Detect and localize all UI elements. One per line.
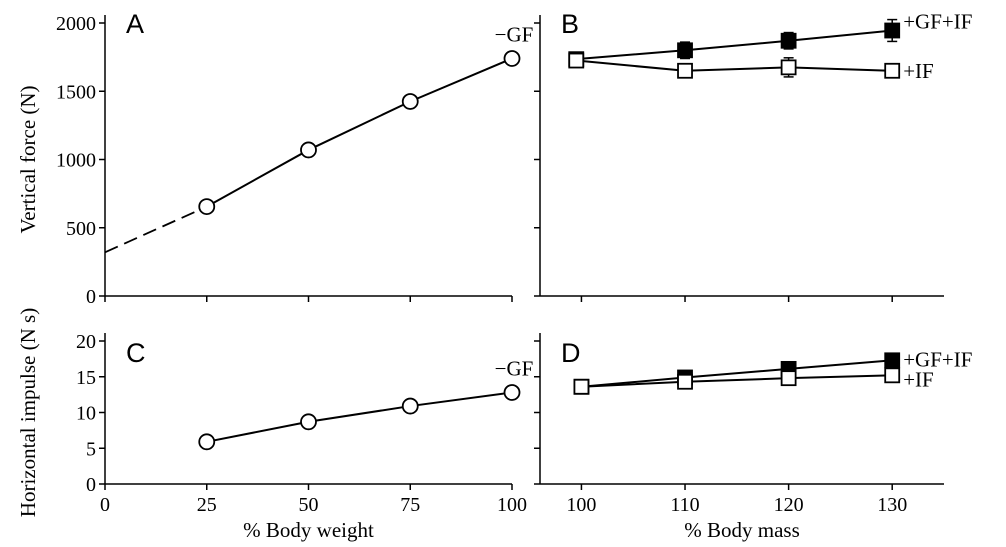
data-point: [300, 141, 317, 159]
panel-c: 0 5 10 15 20 0 25 50 75 100 % Body weight Horizonta…: [16, 308, 533, 542]
series-line: [576, 59, 893, 72]
y-tick-label: 15: [76, 367, 96, 389]
series-line: [576, 29, 893, 61]
data-point: [780, 59, 797, 76]
panel-d: 100 110 120 130 % Body mass D +GF+IF+IF: [534, 333, 972, 542]
data-point: [503, 384, 521, 401]
data-point: [884, 22, 901, 39]
panel-letter-c: C: [126, 338, 146, 368]
y-tick-label: 2000: [56, 13, 96, 35]
data-point: [780, 370, 797, 387]
x-tick-label: 100: [566, 494, 596, 516]
x-axis-title: % Body mass: [684, 518, 800, 542]
series-label: +IF: [903, 59, 934, 83]
data-point: [568, 52, 585, 69]
y-tick-label: 0: [86, 286, 96, 308]
y-axis-title: Horizontal impulse (N s): [16, 308, 40, 517]
series-label: −GF: [495, 22, 534, 46]
series-label: −GF: [495, 356, 534, 380]
series-line: [581, 374, 893, 388]
y-tick-label: 20: [76, 331, 96, 353]
data-point: [677, 42, 693, 59]
series-line: [206, 391, 513, 443]
data-point: [198, 198, 216, 215]
data-point: [401, 397, 419, 415]
y-tick-label: 1000: [56, 150, 96, 172]
x-tick-label: 110: [670, 494, 699, 516]
y-axis-title: Vertical force (N): [16, 85, 40, 233]
y-tick-label: 1500: [56, 81, 96, 103]
panel-letter-a: A: [126, 9, 144, 39]
series-line: [206, 57, 513, 208]
data-point: [884, 62, 901, 79]
data-point: [401, 93, 419, 110]
y-tick-label: 500: [66, 218, 96, 240]
series-label: +GF+IF: [903, 10, 972, 34]
x-tick-label: 100: [497, 494, 527, 516]
data-point: [573, 378, 590, 395]
x-tick-label: 75: [400, 494, 420, 516]
data-point: [300, 413, 317, 431]
panel-b: B +GF+IF +IF: [534, 9, 972, 302]
panel-letter-d: D: [561, 338, 581, 368]
x-tick-label: 130: [877, 494, 907, 516]
x-tick-label: 25: [197, 494, 217, 516]
extrapolation-line: [104, 205, 208, 254]
y-tick-label: 10: [76, 403, 96, 425]
y-tick-label: 5: [86, 438, 96, 460]
series-label: +IF: [903, 367, 934, 391]
data-point: [884, 367, 901, 384]
series-line: [581, 359, 893, 388]
panel-a: 0 500 1000 1500 2000 Vertical force (N) A −GF: [16, 9, 533, 308]
data-point: [884, 352, 901, 369]
data-point: [198, 433, 216, 451]
data-point: [677, 62, 693, 79]
y-tick-label: 0: [86, 474, 96, 496]
x-tick-label: 120: [774, 494, 804, 516]
panel-letter-b: B: [561, 9, 579, 39]
x-axis-title: % Body weight: [243, 518, 374, 542]
x-tick-label: 0: [100, 494, 110, 516]
data-point: [503, 50, 521, 67]
data-point: [677, 373, 693, 390]
series-label: +GF+IF: [903, 347, 972, 371]
data-point: [780, 32, 797, 49]
x-tick-label: 50: [299, 494, 319, 516]
